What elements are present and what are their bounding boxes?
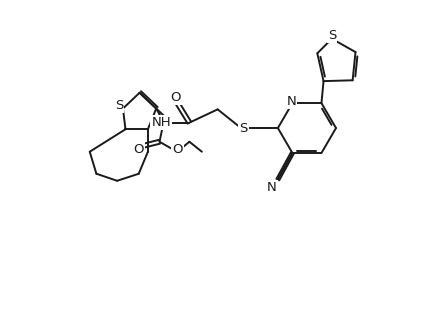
- Text: S: S: [239, 122, 247, 135]
- Text: O: O: [170, 91, 180, 104]
- Text: S: S: [114, 99, 123, 112]
- Text: O: O: [133, 143, 144, 156]
- Text: NH: NH: [151, 116, 170, 129]
- Text: N: N: [266, 181, 276, 194]
- Text: N: N: [285, 95, 295, 109]
- Text: S: S: [327, 29, 335, 42]
- Text: O: O: [172, 143, 182, 156]
